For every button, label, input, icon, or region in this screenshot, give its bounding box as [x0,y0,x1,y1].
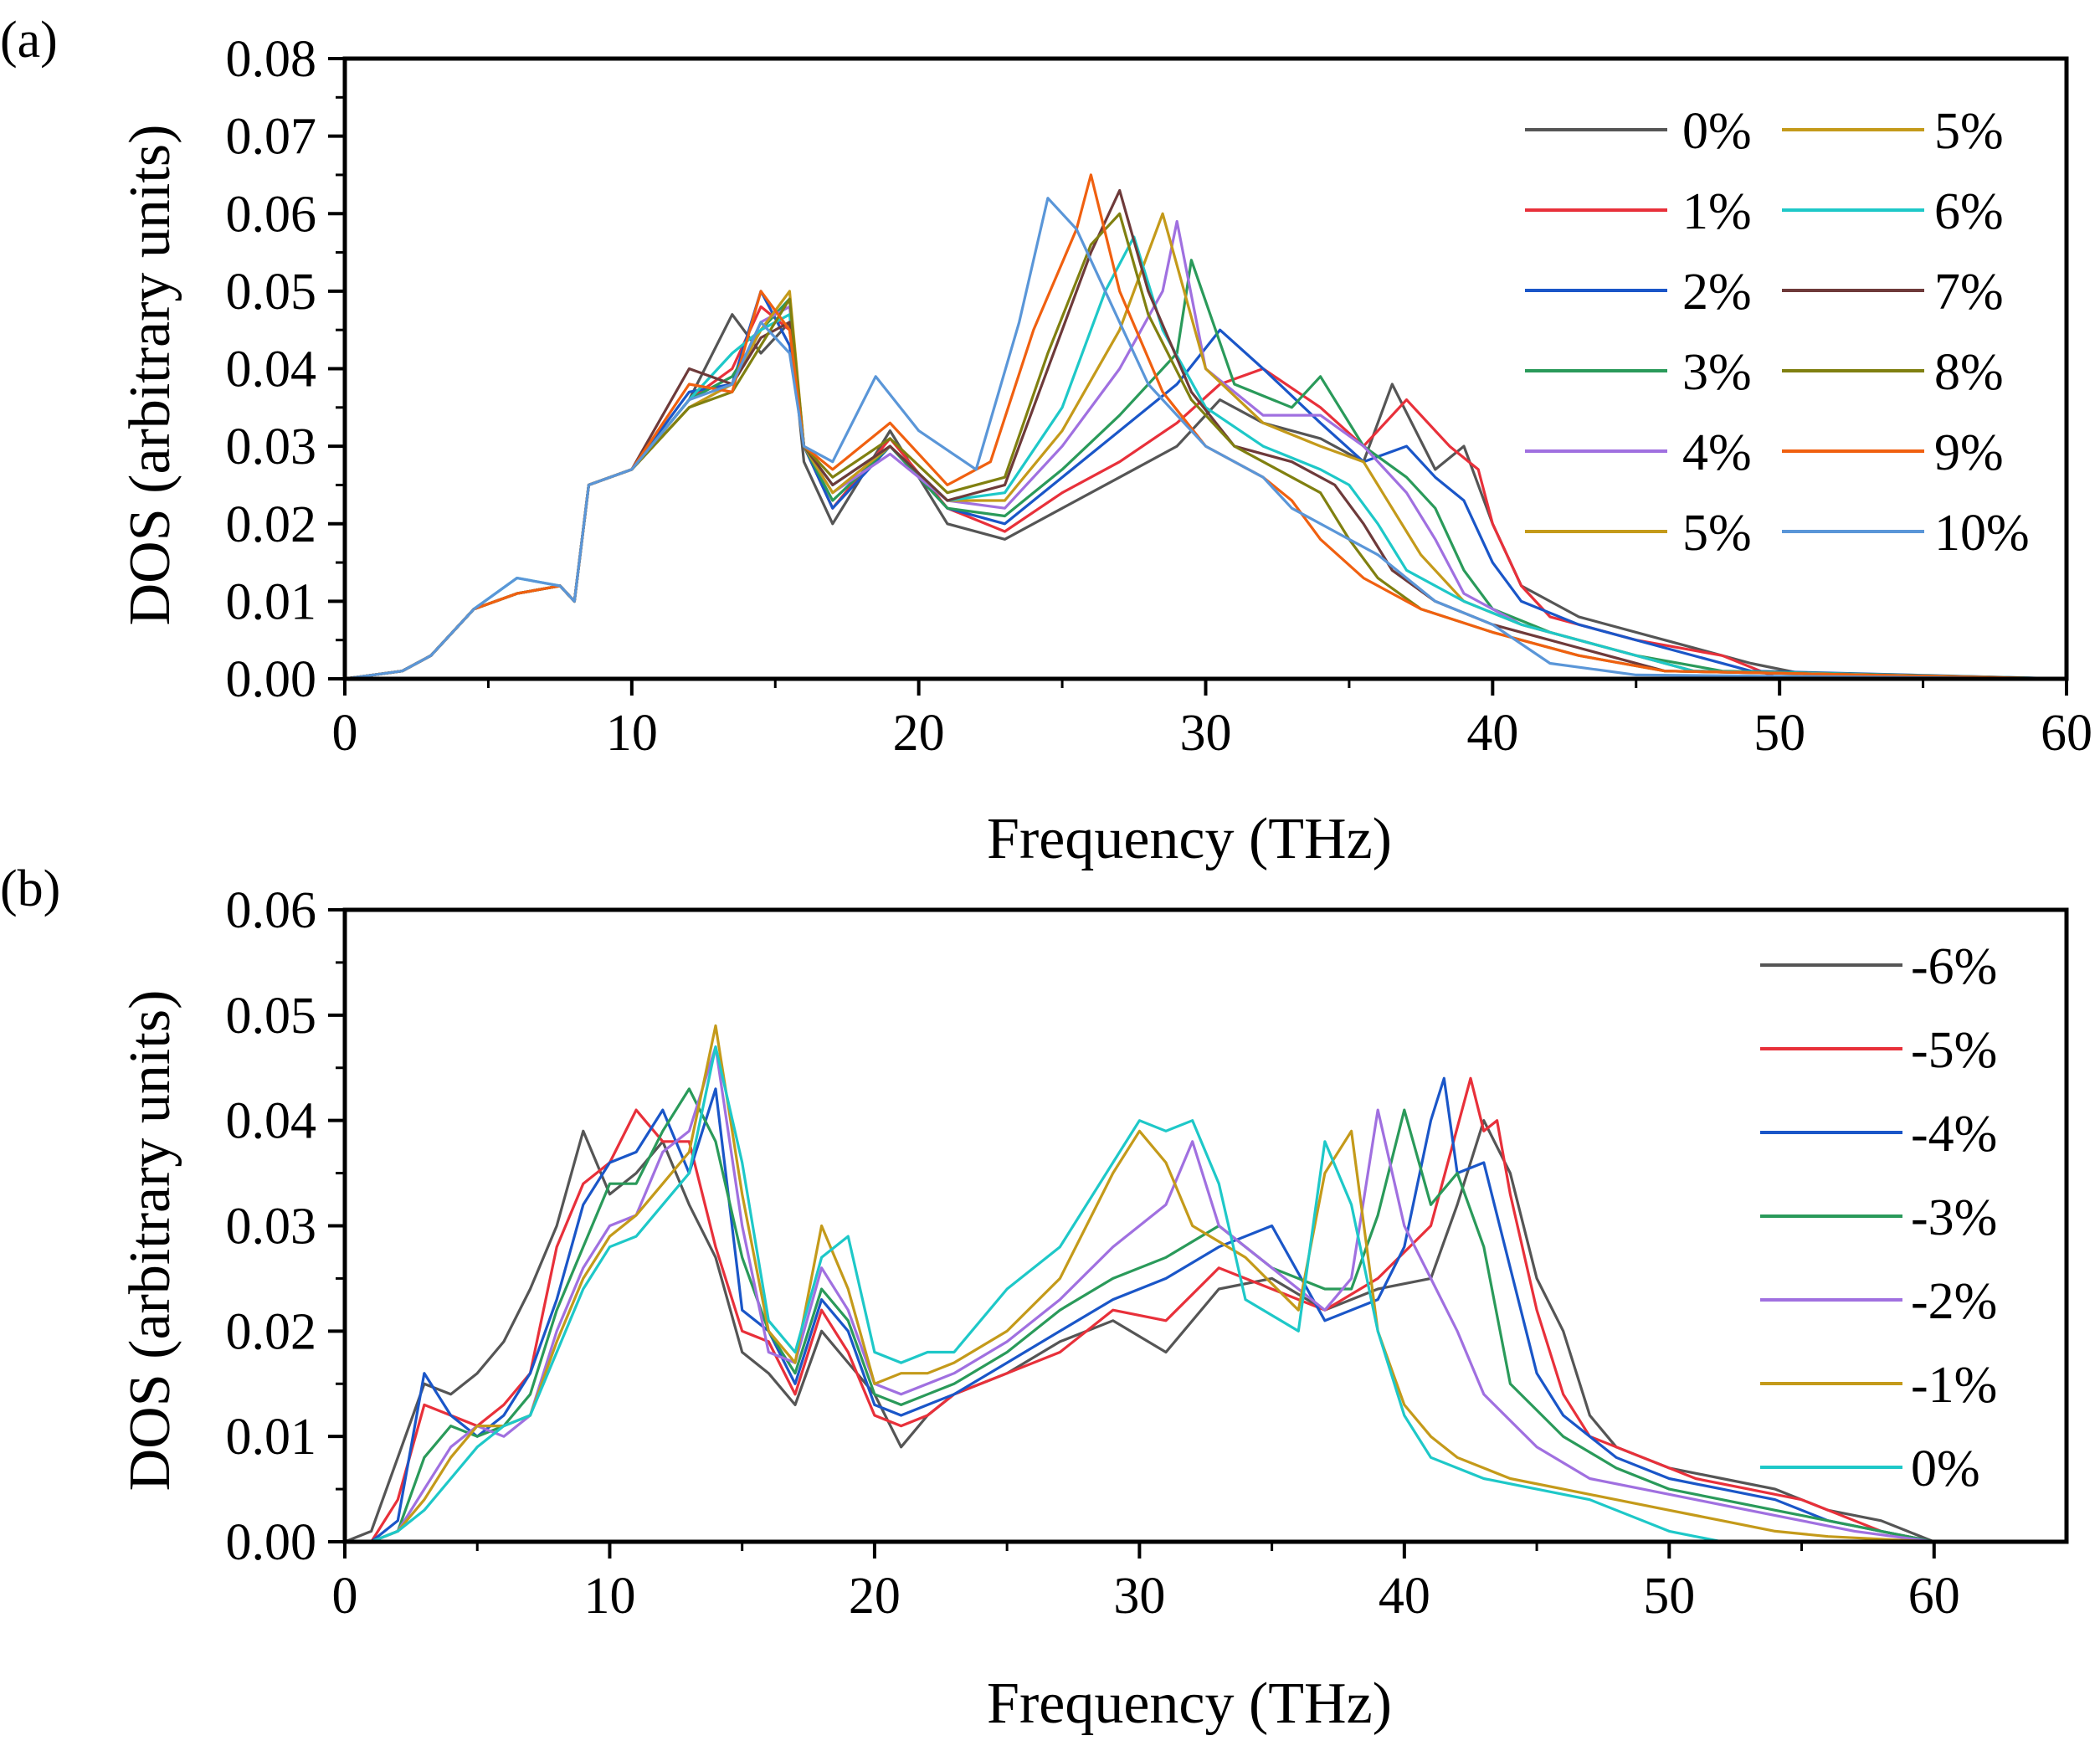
legend-label: 8% [1934,344,2004,401]
panel-b-y-tick-label: 0.04 [226,1093,317,1150]
panel-a-x-tick-label: 40 [1466,705,1518,762]
legend-label: 0% [1911,1440,1980,1497]
panel-b-y-tick-label: 0.05 [226,988,317,1045]
series-line-b--3pct [345,1087,1935,1543]
panel-b-x-axis-title: Frequency (THz) [987,1672,1392,1736]
panel-a-y-tick-label: 0.01 [226,573,317,630]
panel-a-x-axis-title: Frequency (THz) [987,807,1392,871]
panel-a-x-tick-label: 30 [1180,705,1232,762]
series-line-b--2pct [345,1045,1935,1543]
series-line-b-0pct [345,1045,1934,1543]
legend-label: 10% [1934,505,2030,562]
panel-b-ticks: 0 10 20 30 40 50 60 0.00 0.01 0.02 0.03 0.04 0.05 0.0… [226,882,1960,1625]
legend-label: 4% [1682,424,1752,481]
panel-b-x-tick-label: 0 [332,1568,358,1625]
legend-label: 0% [1682,103,1752,160]
legend-label: -4% [1911,1106,1997,1163]
panel-b-x-tick-label: 40 [1379,1568,1430,1625]
panel-a-label: (a) [0,12,58,69]
legend-label: -2% [1911,1273,1997,1330]
panel-a-y-tick-label: 0.03 [226,419,317,475]
panel-b-legend: -6% -5% -4% -3% -2% -1% 0% [1760,938,1997,1497]
panel-b-y-tick-label: 0.00 [226,1514,317,1571]
legend-label: 9% [1934,424,2004,481]
legend-label: 6% [1934,183,2004,240]
legend-label: -1% [1911,1357,1997,1414]
panel-b-x-tick-label: 10 [583,1568,635,1625]
panel-a-y-tick-label: 0.05 [226,264,317,321]
panel-a-x-tick-label: 50 [1753,705,1805,762]
panel-a-x-tick-label: 20 [893,705,945,762]
legend-label: 5% [1934,103,2004,160]
legend-label: 7% [1934,264,2004,321]
panel-b: (b) 0 10 20 30 40 50 60 0.00 0.01 0.02 0.03 0.04 0.0… [0,860,2069,1736]
panel-a-y-tick-label: 0.04 [226,341,317,398]
panel-b-plot-frame [342,907,2069,1544]
legend-label: -3% [1911,1189,1997,1246]
legend-label: 5% [1682,505,1752,562]
panel-b-y-tick-label: 0.01 [226,1409,317,1466]
panel-a-x-tick-label: 60 [2041,705,2092,762]
panel-a-y-tick-label: 0.06 [226,186,317,243]
panel-a-ticks: 0 10 20 30 40 50 60 0.00 0.01 0.02 0.03 0.04 0.05 0.0… [226,31,2093,762]
series-line-a-10pct [344,197,2067,680]
legend-label: 1% [1682,183,1752,240]
panel-a-y-tick-label: 0.07 [226,109,317,166]
panel-b-y-tick-label: 0.03 [226,1199,317,1256]
panel-a: (a) 0 10 20 30 40 50 60 0.00 0.01 0.02 0.03 0.04 0.0… [0,12,2092,871]
panel-b-label: (b) [0,860,60,917]
panel-a-series [344,173,2067,680]
legend-label: 2% [1682,264,1752,321]
panel-b-x-tick-label: 20 [849,1568,901,1625]
legend-label: -5% [1911,1022,1997,1079]
panel-b-y-tick-label: 0.06 [226,882,317,939]
legend-label: 3% [1682,344,1752,401]
panel-a-y-tick-label: 0.02 [226,496,317,553]
panel-b-y-axis-title: DOS (arbitrary units) [118,990,182,1492]
series-line-b--1pct [345,1024,1934,1543]
legend-label: -6% [1911,938,1997,995]
panel-a-y-tick-label: 0.08 [226,31,317,88]
panel-a-x-tick-label: 10 [606,705,658,762]
panel-a-x-tick-label: 0 [332,705,358,762]
panel-b-x-tick-label: 50 [1643,1568,1695,1625]
panel-a-legend: 0% 5% 1% 6% 2% 7% 3% 8% 4% 9% 5% 10% [1525,103,2030,562]
panel-b-y-tick-label: 0.02 [226,1303,317,1360]
panel-a-y-axis-title: DOS (arbitrary units) [118,125,182,626]
panel-b-x-tick-label: 30 [1113,1568,1165,1625]
panel-a-y-tick-label: 0.00 [226,651,317,708]
panel-b-x-tick-label: 60 [1908,1568,1960,1625]
panel-a-plot-frame [342,56,2069,681]
series-line-b--4pct [345,1076,1935,1543]
panel-b-series [344,1024,1935,1543]
